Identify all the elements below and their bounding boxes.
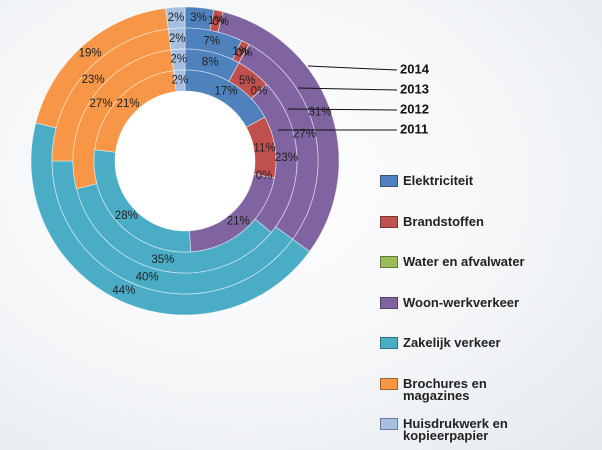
legend-swatch (380, 296, 398, 309)
value-label: 0% (236, 48, 253, 60)
value-label: 11% (253, 142, 275, 154)
legend-item: Elektriciteit (380, 173, 553, 188)
callout-line (287, 108, 398, 111)
legend-item: Brochures en magazines (380, 375, 553, 403)
year-label: 2012 (400, 101, 429, 116)
value-label: 0% (256, 170, 273, 182)
value-label: 21% (117, 98, 140, 110)
value-label: 1% (232, 46, 249, 58)
value-label: 7% (203, 35, 220, 47)
legend-item: Woon-werkverkeer (380, 294, 553, 310)
rings (30, 6, 340, 316)
legend-label: Water en afvalwater (403, 254, 525, 269)
legend-label: Brandstoffen (403, 213, 484, 229)
legend-swatch (380, 377, 398, 390)
value-label: 27% (293, 128, 316, 140)
value-label: 23% (82, 74, 105, 86)
value-label: 1% (208, 15, 225, 27)
year-label: 2011 (400, 121, 428, 136)
legend-swatch (380, 337, 398, 349)
value-label: 2% (170, 54, 187, 66)
value-label: 40% (136, 272, 159, 284)
callout-line (307, 65, 398, 71)
value-label: 31% (309, 106, 332, 118)
value-label: 27% (90, 98, 113, 110)
legend-swatch (380, 256, 398, 268)
value-label: 28% (115, 210, 138, 222)
legend-item: Huisdrukwerk en kopieerpapier (380, 416, 553, 443)
legend-item: Brandstoffen (380, 213, 553, 229)
callouts (278, 65, 398, 131)
legend-swatch (380, 175, 398, 187)
legend-swatch (380, 418, 398, 430)
value-label: 0% (212, 16, 229, 28)
value-label: 5% (239, 75, 256, 87)
legend-label: Woon-werkverkeer (403, 294, 520, 310)
value-label: 35% (151, 254, 174, 266)
legend-swatch (380, 215, 398, 228)
value-label: 2% (168, 12, 185, 24)
value-label: 21% (227, 215, 250, 227)
legend-label: Brochures en magazines (403, 375, 487, 403)
value-label: 23% (275, 152, 298, 164)
year-label: 2013 (400, 81, 429, 96)
legend-label: Elektriciteit (403, 173, 474, 188)
legend-label: Huisdrukwerk en kopieerpapier (403, 416, 508, 443)
legend-label: Zakelijk verkeer (403, 335, 501, 350)
value-label: 2% (172, 75, 189, 87)
value-label: 19% (79, 47, 102, 59)
value-label: 2% (169, 33, 186, 45)
legend-item: Water en afvalwater (380, 254, 553, 269)
legend-item: Zakelijk verkeer (380, 335, 553, 350)
value-label: 44% (112, 285, 135, 297)
hole (115, 91, 255, 231)
value-label: 0% (251, 86, 268, 98)
callout-line (297, 87, 398, 91)
value-label: 3% (190, 12, 207, 24)
year-label: 2014 (400, 61, 430, 76)
labels: 3% 1%0%31%44%19%2%7%1%0%27%40%23%2%8%5%0%… (79, 12, 332, 297)
value-label: 8% (202, 57, 219, 69)
value-label: 17% (214, 86, 237, 98)
